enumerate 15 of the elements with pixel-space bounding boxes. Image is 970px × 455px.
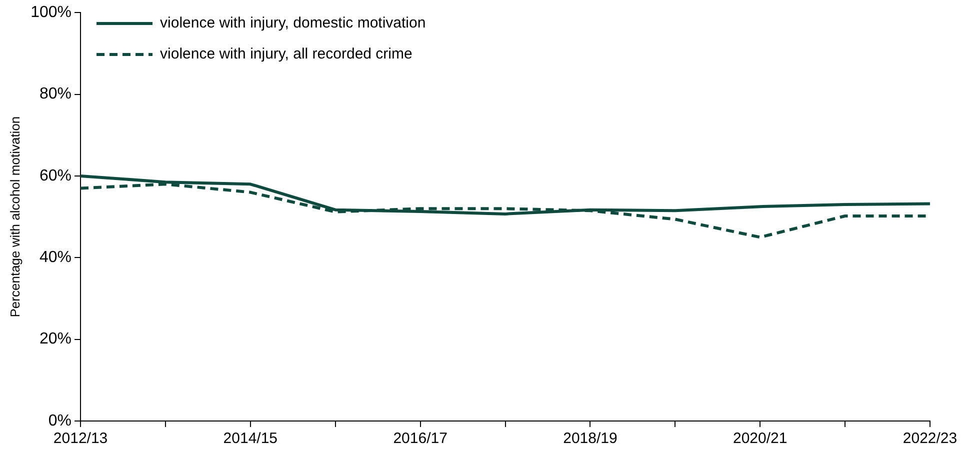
y-tick-label: 80%: [39, 86, 72, 103]
x-tick-label: 2012/13: [53, 430, 108, 448]
y-axis-title: Percentage with alcohol motivation: [7, 116, 22, 318]
x-tick-label: 2022/23: [902, 430, 958, 448]
y-tick-label: 100%: [30, 4, 72, 22]
x-tick-label: 2020/21: [732, 430, 788, 448]
legend-label: violence with injury, domestic motivation: [160, 14, 426, 32]
x-tick-label: 2014/15: [223, 430, 278, 448]
x-tick-label: 2018/19: [563, 430, 618, 448]
x-tick-label: 2016/17: [393, 430, 448, 448]
y-tick-label: 60%: [39, 167, 72, 184]
y-tick-label: 0%: [48, 412, 72, 430]
legend-label: violence with injury, all recorded crime: [160, 46, 412, 63]
y-tick-label: 20%: [39, 330, 72, 348]
y-tick-label: 40%: [39, 249, 72, 266]
